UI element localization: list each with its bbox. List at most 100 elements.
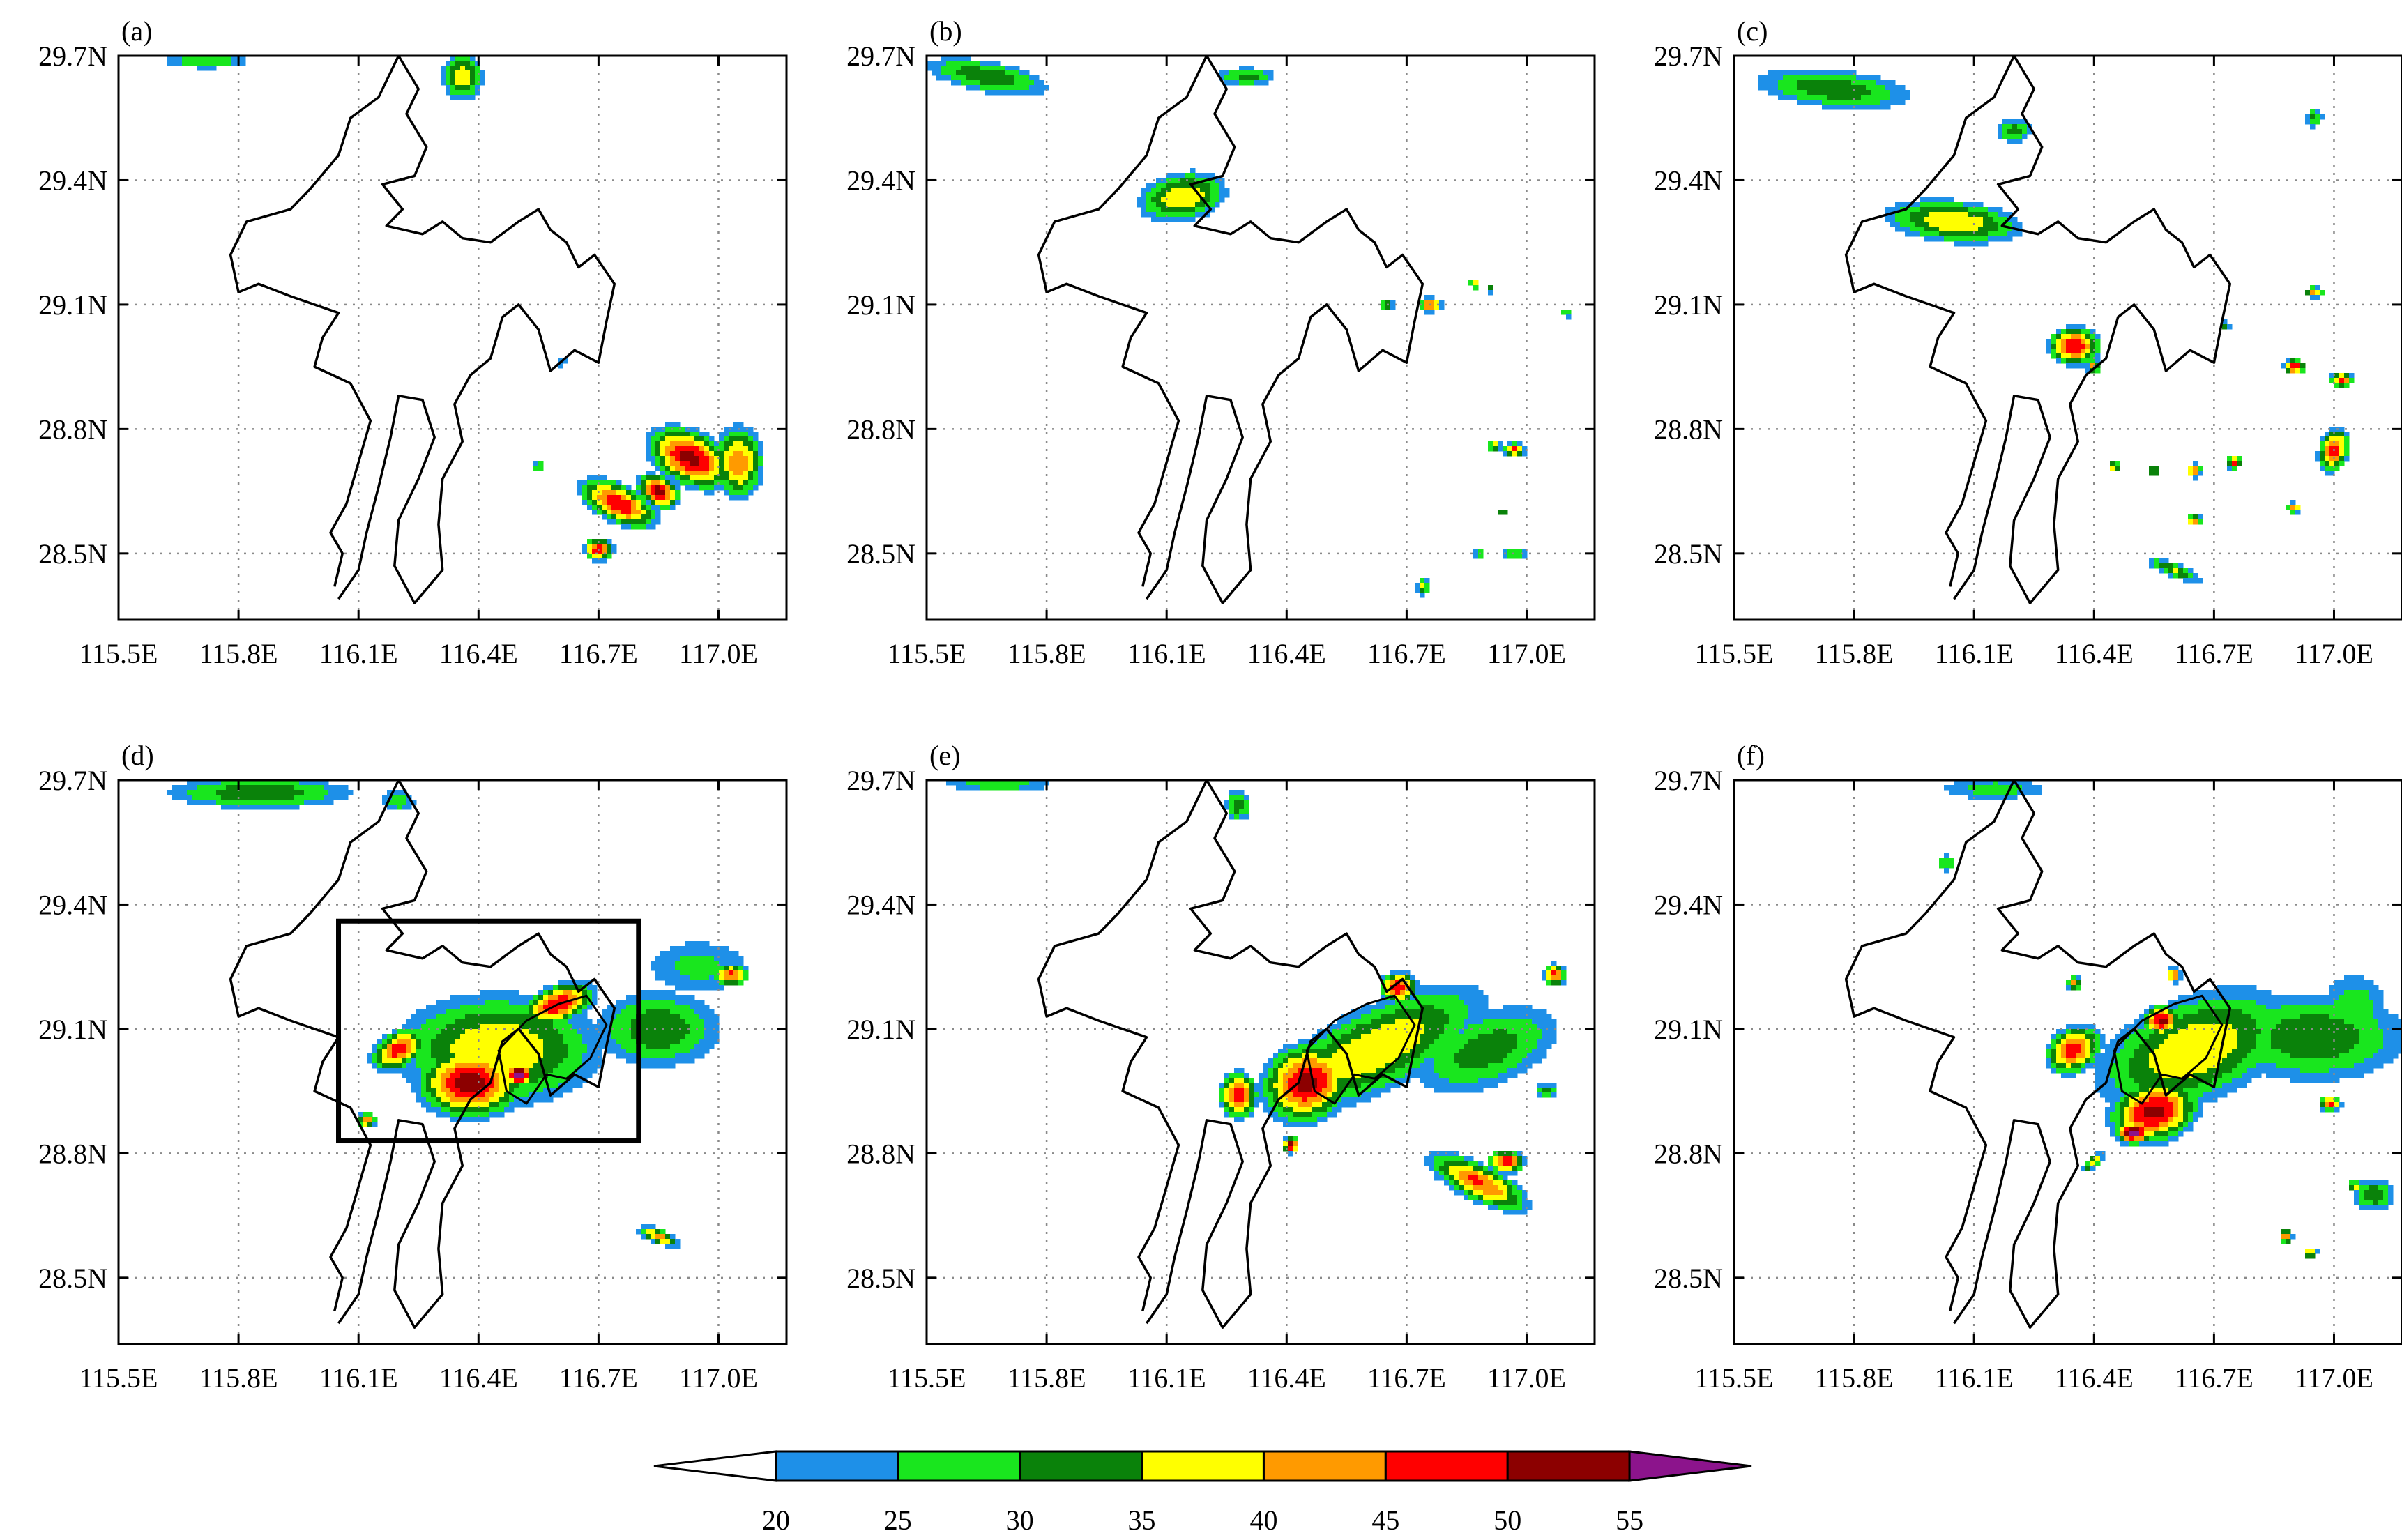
x-tick-label: 115.8E — [1008, 1362, 1086, 1394]
y-tick-label: 28.8N — [38, 1138, 107, 1169]
x-tick-label: 116.4E — [1247, 638, 1326, 669]
panel-label: (d) — [121, 740, 154, 771]
x-tick-label: 116.7E — [2175, 1362, 2253, 1394]
x-tick-label: 117.0E — [1487, 1362, 1566, 1394]
x-tick-label: 115.8E — [1008, 638, 1086, 669]
x-tick-label: 115.5E — [888, 1362, 966, 1394]
ticks — [1733, 779, 2402, 1344]
y-tick-label: 29.1N — [38, 1014, 107, 1045]
x-tick-label: 117.0E — [2295, 638, 2373, 669]
x-tick-label: 116.1E — [319, 638, 398, 669]
map-panel: 115.5E 115.8E 116.1E 116.4E 116.7E 117.0E 28.5… — [38, 15, 788, 669]
y-tick-label: 29.7N — [38, 765, 107, 796]
grid — [119, 780, 786, 1344]
y-tick-label: 28.5N — [38, 538, 107, 570]
y-tick-label: 29.7N — [846, 40, 915, 72]
colorbar: 20 25 30 35 40 45 50 55 — [653, 1450, 1752, 1536]
grid — [1734, 780, 2402, 1344]
map-panel: 115.5E 115.8E 116.1E 116.4E 116.7E 117.0E 28.5… — [38, 740, 788, 1394]
reflectivity-field — [167, 56, 763, 564]
x-tick-label: 117.0E — [2295, 1362, 2373, 1394]
grid — [927, 56, 1595, 620]
y-tick-label: 29.4N — [846, 165, 915, 196]
reflectivity-field — [1758, 70, 2355, 584]
x-tick-label: 115.5E — [1695, 1362, 1774, 1394]
inland-outline — [497, 994, 608, 1105]
x-tick-label: 117.0E — [679, 1362, 758, 1394]
panel-label: (a) — [121, 15, 152, 47]
x-tick-label: 115.5E — [888, 638, 966, 669]
colorbar-low-extension — [653, 1450, 777, 1482]
inland-outline — [1305, 994, 1416, 1105]
map-panels: 115.5E 115.8E 116.1E 116.4E 116.7E 117.0E 28.5… — [38, 15, 2402, 1394]
y-tick-label: 28.8N — [846, 413, 915, 445]
x-tick-label: 115.8E — [1815, 1362, 1894, 1394]
x-tick-label: 115.5E — [79, 1362, 158, 1394]
map-panel: 115.5E 115.8E 116.1E 116.4E 116.7E 117.0E 28.5… — [846, 15, 1596, 669]
x-tick-label: 116.7E — [1367, 1362, 1446, 1394]
reflectivity-field — [946, 780, 1567, 1215]
plot-frame — [925, 779, 1596, 1345]
y-tick-label: 29.4N — [1654, 165, 1723, 196]
x-tick-label: 115.8E — [1815, 638, 1894, 669]
x-tick-label: 116.4E — [2055, 1362, 2134, 1394]
y-tick-label: 28.5N — [846, 1263, 915, 1294]
y-tick-label: 29.7N — [1654, 40, 1723, 72]
ticks — [1733, 54, 2402, 620]
x-tick-label: 116.7E — [2175, 638, 2253, 669]
coastline — [1844, 780, 2232, 1329]
plot-frame — [117, 54, 788, 621]
x-tick-label: 115.8E — [199, 638, 278, 669]
y-tick-label: 28.5N — [846, 538, 915, 570]
plot-frame — [925, 54, 1596, 621]
inland-outline — [2113, 994, 2224, 1105]
y-tick-label: 28.8N — [846, 1138, 915, 1169]
coastline — [229, 56, 616, 604]
x-tick-label: 116.4E — [439, 1362, 518, 1394]
x-tick-label: 117.0E — [1487, 638, 1566, 669]
y-tick-label: 29.1N — [1654, 289, 1723, 321]
x-tick-label: 116.4E — [439, 638, 518, 669]
x-tick-label: 117.0E — [679, 638, 758, 669]
ticks — [925, 54, 1595, 620]
y-tick-label: 28.5N — [1654, 1263, 1723, 1294]
x-tick-label: 116.1E — [1935, 638, 2014, 669]
colorbar-label: 50 — [1493, 1504, 1521, 1536]
y-tick-label: 29.7N — [1654, 765, 1723, 796]
panel-label: (c) — [1737, 15, 1768, 47]
y-tick-label: 29.1N — [846, 289, 915, 321]
y-tick-label: 29.4N — [846, 889, 915, 920]
plot-frame — [117, 779, 788, 1345]
ticks — [117, 779, 786, 1344]
coastline — [1037, 780, 1424, 1329]
colorbar-label: 30 — [1006, 1504, 1034, 1536]
y-tick-label: 28.8N — [1654, 1138, 1723, 1169]
plot-frame — [1733, 54, 2402, 621]
y-tick-label: 29.7N — [38, 40, 107, 72]
x-tick-label: 116.4E — [2055, 638, 2134, 669]
colorbar-high-extension — [1628, 1450, 1752, 1482]
colorbar-label: 45 — [1371, 1504, 1399, 1536]
grid — [1734, 56, 2402, 620]
map-panel: 115.5E 115.8E 116.1E 116.4E 116.7E 117.0E 28.5… — [846, 740, 1596, 1394]
y-tick-label: 29.1N — [1654, 1014, 1723, 1045]
colorbar-label: 55 — [1616, 1504, 1643, 1536]
x-tick-label: 116.4E — [1247, 1362, 1326, 1394]
colorbar-swatch — [1506, 1450, 1631, 1482]
y-tick-label: 29.4N — [1654, 889, 1723, 920]
panel-label: (e) — [929, 740, 960, 771]
coastline — [229, 780, 616, 1329]
y-tick-label: 29.4N — [38, 889, 107, 920]
x-tick-label: 115.5E — [79, 638, 158, 669]
map-panel: 115.5E 115.8E 116.1E 116.4E 116.7E 117.0E 28.5… — [1654, 740, 2402, 1394]
x-tick-label: 115.8E — [199, 1362, 278, 1394]
reflectivity-field — [927, 56, 1572, 598]
colorbar-label: 40 — [1249, 1504, 1277, 1536]
x-tick-label: 116.1E — [1127, 1362, 1206, 1394]
x-tick-label: 116.7E — [1367, 638, 1446, 669]
reflectivity-field — [167, 780, 749, 1249]
coastline — [1844, 56, 2232, 604]
panel-label: (f) — [1737, 740, 1765, 771]
colorbar-label: 35 — [1128, 1504, 1156, 1536]
